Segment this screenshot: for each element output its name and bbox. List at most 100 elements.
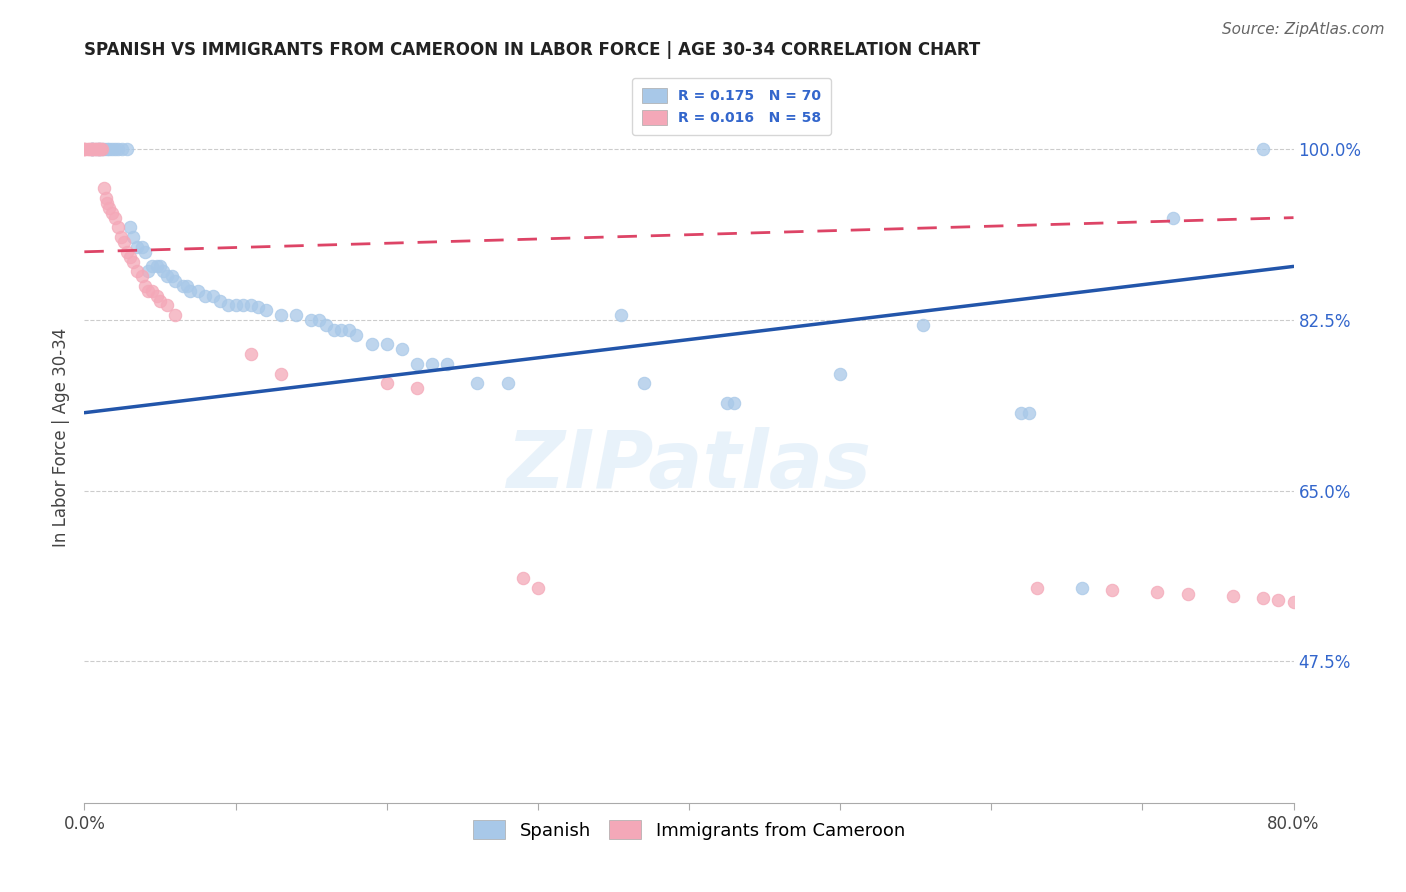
Point [391, 343, 413, 357]
Point [73, 142, 96, 156]
Point [201, 288, 224, 302]
Text: SPANISH VS IMMIGRANTS FROM CAMEROON IN LABOR FORCE | AGE 30-34 CORRELATION CHART: SPANISH VS IMMIGRANTS FROM CAMEROON IN L… [84, 41, 980, 59]
Point [89, 142, 111, 156]
Point [146, 288, 169, 302]
Point [1146, 585, 1168, 599]
Point [1253, 591, 1275, 605]
Point [112, 235, 135, 249]
Point [80, 142, 103, 156]
Point [270, 308, 292, 322]
Point [79, 142, 101, 156]
Point [152, 264, 174, 278]
Point [406, 357, 429, 371]
Point [232, 298, 254, 312]
Point [337, 323, 360, 337]
Point [723, 396, 745, 410]
Point [127, 240, 149, 254]
Point [104, 211, 127, 225]
Point [467, 376, 489, 391]
Point [1222, 589, 1244, 603]
Point [360, 337, 382, 351]
Text: Source: ZipAtlas.com: Source: ZipAtlas.com [1222, 22, 1385, 37]
Point [104, 142, 127, 156]
Point [97, 201, 120, 215]
Point [375, 337, 398, 351]
Point [194, 288, 217, 302]
Point [93, 142, 115, 156]
Point [1101, 583, 1123, 598]
Point [115, 142, 138, 156]
Point [80, 142, 103, 156]
Point [330, 323, 353, 337]
Point [239, 298, 262, 312]
Point [93, 181, 115, 195]
Point [141, 260, 163, 274]
Point [225, 298, 247, 312]
Point [141, 284, 163, 298]
Point [1313, 599, 1336, 613]
Point [420, 357, 443, 371]
Point [1253, 142, 1275, 156]
Point [160, 269, 183, 284]
Point [1025, 581, 1047, 595]
Legend: Spanish, Immigrants from Cameroon: Spanish, Immigrants from Cameroon [464, 811, 914, 848]
Point [165, 308, 187, 322]
Point [1374, 607, 1396, 621]
Point [86, 142, 108, 156]
Point [406, 381, 429, 395]
Point [136, 284, 159, 298]
Point [285, 308, 308, 322]
Point [156, 269, 179, 284]
Point [247, 301, 270, 315]
Point [1011, 406, 1033, 420]
Point [716, 396, 738, 410]
Text: ZIPatlas: ZIPatlas [506, 427, 872, 506]
Point [308, 313, 330, 327]
Point [100, 142, 122, 156]
Point [527, 581, 550, 595]
Point [131, 269, 153, 284]
Point [100, 206, 122, 220]
Point [77, 142, 100, 156]
Point [179, 284, 201, 298]
Point [217, 298, 239, 312]
Point [172, 279, 194, 293]
Point [1267, 593, 1289, 607]
Point [346, 327, 368, 342]
Point [89, 142, 111, 156]
Point [165, 274, 187, 288]
Point [118, 250, 141, 264]
Point [134, 279, 156, 293]
Point [149, 293, 172, 308]
Point [110, 230, 132, 244]
Point [87, 142, 110, 156]
Point [111, 142, 134, 156]
Point [107, 142, 129, 156]
Point [156, 298, 179, 312]
Point [107, 220, 129, 235]
Point [1161, 211, 1184, 225]
Point [136, 264, 159, 278]
Point [254, 303, 277, 318]
Point [149, 260, 172, 274]
Point [82, 142, 104, 156]
Point [91, 142, 114, 156]
Y-axis label: In Labor Force | Age 30-34: In Labor Force | Age 30-34 [52, 327, 70, 547]
Point [76, 142, 98, 156]
Point [270, 367, 292, 381]
Point [1298, 597, 1320, 611]
Point [73, 142, 96, 156]
Point [80, 142, 103, 156]
Point [1018, 406, 1040, 420]
Point [1071, 581, 1094, 595]
Point [187, 284, 209, 298]
Point [121, 254, 143, 268]
Point [80, 142, 103, 156]
Point [496, 376, 519, 391]
Point [94, 191, 117, 205]
Point [90, 142, 112, 156]
Point [1282, 595, 1305, 609]
Point [176, 279, 198, 293]
Point [127, 264, 149, 278]
Point [80, 142, 103, 156]
